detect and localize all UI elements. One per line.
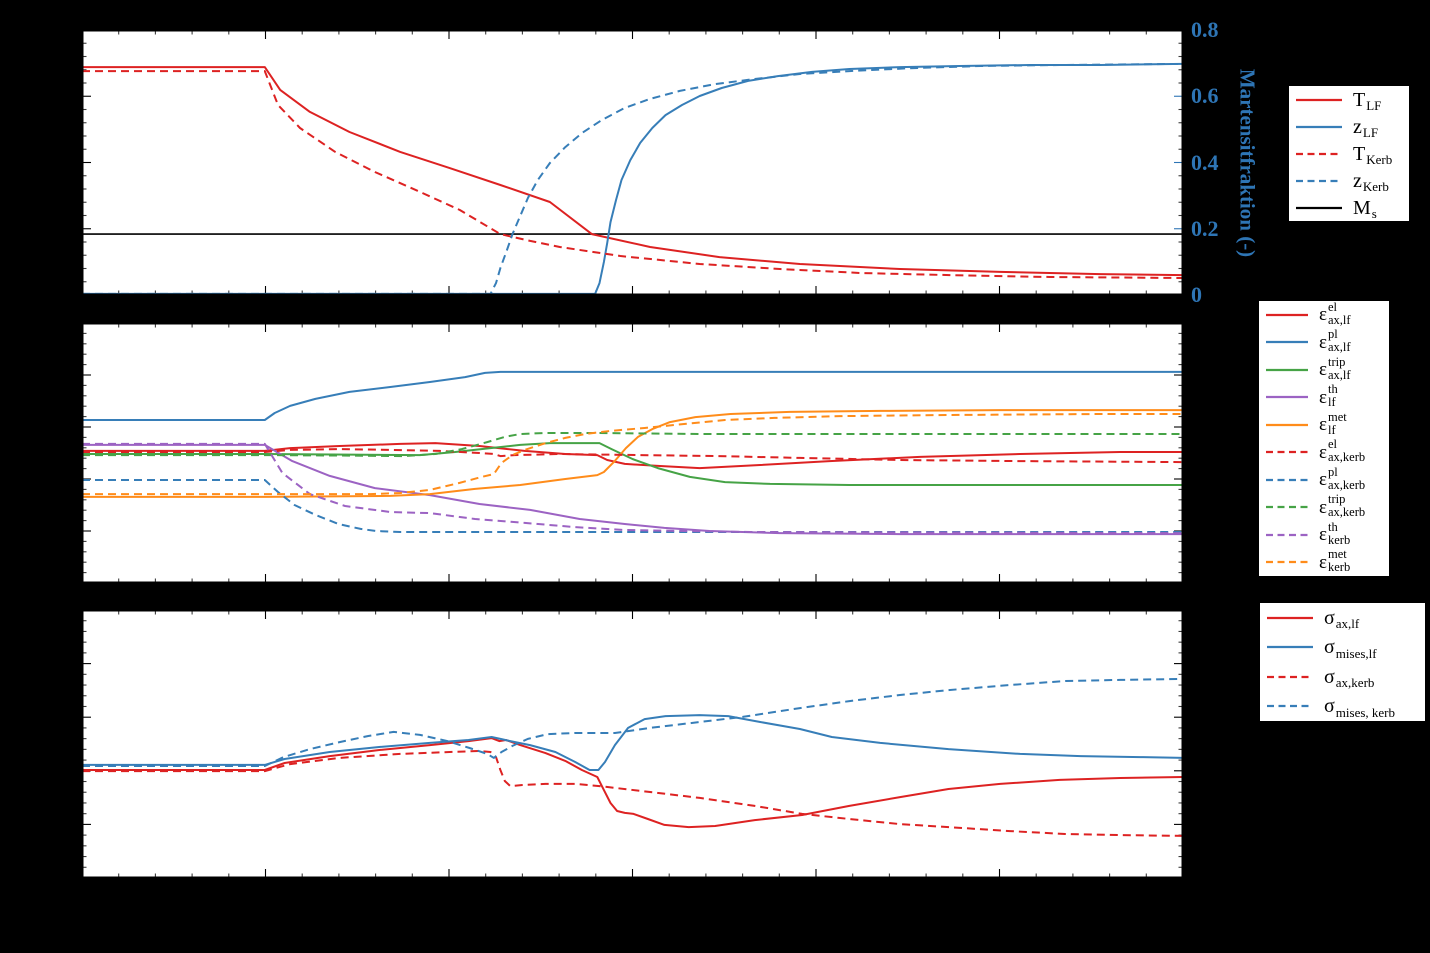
- series-eps_trip_ax_lf: [82, 442, 1183, 486]
- legend-entry-legend-1-1: z LF: [1289, 115, 1409, 140]
- legend-entry-legend-2-6: ε pl ax,kerb: [1259, 464, 1389, 493]
- series-z_LF: [82, 62, 1183, 295]
- legend-label: T LF: [1353, 88, 1382, 113]
- dashed-line-sample: [1267, 675, 1313, 678]
- dashed-line-sample: [1296, 152, 1342, 155]
- legend-label: ε met lf: [1319, 409, 1347, 437]
- series-eps_met_kerb: [82, 413, 1183, 496]
- solid-line-sample: [1266, 423, 1308, 426]
- legend-entry-legend-2-1: ε pl ax,lf: [1259, 327, 1389, 355]
- series-sigma_mises_lf: [82, 714, 1183, 771]
- right-axis-tick-label: 0.2: [1191, 215, 1219, 241]
- legend-label: ε trip ax,lf: [1319, 354, 1351, 382]
- plot-background: [82, 323, 1183, 583]
- solid-line-sample: [1296, 98, 1342, 101]
- solid-line-sample: [1266, 341, 1308, 344]
- dashed-line-sample: [1266, 561, 1308, 564]
- legend-entry-legend-2-2: ε trip ax,lf: [1259, 354, 1389, 383]
- panel-3-plot: [82, 610, 1183, 878]
- legend-strains: ε el ax,lf ε pl ax,lf ε trip ax,lf ε th lf ε met lf ε el…: [1258, 300, 1390, 577]
- legend-entry-legend-2-0: ε el ax,lf: [1259, 299, 1389, 328]
- legend-entry-legend-3-0: σ ax,lf: [1260, 606, 1425, 632]
- legend-entry-legend-2-8: ε th kerb: [1259, 519, 1389, 548]
- solid-line-sample: [1267, 616, 1313, 619]
- legend-label: σ mises,lf: [1324, 636, 1377, 661]
- right-axis-tick-label: 0.4: [1191, 149, 1219, 175]
- plot-background: [82, 610, 1183, 878]
- legend-entry-legend-1-0: T LF: [1289, 88, 1409, 113]
- legend-entry-legend-2-7: ε trip ax,kerb: [1259, 492, 1389, 520]
- panel-1-plot: [82, 30, 1183, 295]
- dashed-line-sample: [1266, 451, 1308, 454]
- dashed-line-sample: [1266, 533, 1308, 536]
- legend-entry-legend-2-5: ε el ax,kerb: [1259, 437, 1389, 465]
- series-sigma_ax_lf: [82, 737, 1183, 829]
- legend-label: ε th lf: [1319, 382, 1338, 410]
- legend-label: σ mises, kerb: [1324, 695, 1395, 720]
- series-eps_th_kerb: [82, 442, 1183, 535]
- axes-frame: [82, 323, 1183, 583]
- series-T_LF: [82, 66, 1183, 277]
- solid-line-sample: [1266, 313, 1308, 316]
- legend-label: σ ax,kerb: [1324, 665, 1375, 691]
- series-eps_trip_ax_kerb: [82, 432, 1183, 458]
- plot-background: [82, 30, 1183, 295]
- legend-entry-legend-2-3: ε th lf: [1259, 382, 1389, 410]
- legend-label: ε pl ax,kerb: [1319, 464, 1366, 492]
- series-sigma_mises_kerb: [82, 677, 1183, 767]
- series-eps_el_ax_lf: [82, 442, 1183, 470]
- legend-label: ε el ax,kerb: [1319, 437, 1366, 465]
- solid-line-sample: [1296, 206, 1342, 209]
- legend-label: ε th kerb: [1319, 519, 1351, 547]
- legend-entry-legend-3-1: σ mises,lf: [1260, 636, 1425, 661]
- legend-label: σ ax,lf: [1324, 606, 1360, 632]
- dashed-line-sample: [1267, 705, 1313, 708]
- solid-line-sample: [1266, 396, 1308, 399]
- series-eps_el_ax_kerb: [82, 448, 1183, 464]
- right-axis-tick-label: 0.6: [1191, 83, 1219, 109]
- legend-entry-legend-2-4: ε met lf: [1259, 409, 1389, 438]
- legend-label: ε el ax,lf: [1319, 299, 1351, 327]
- legend-label: ε pl ax,lf: [1319, 327, 1351, 355]
- dashed-line-sample: [1296, 179, 1342, 182]
- series-sigma_ax_kerb: [82, 750, 1183, 837]
- legend-entry-legend-3-3: σ mises, kerb: [1260, 695, 1425, 720]
- legend-label: T Kerb: [1353, 142, 1393, 167]
- solid-line-sample: [1266, 368, 1308, 371]
- legend-entry-legend-1-2: T Kerb: [1289, 142, 1409, 167]
- legend-stresses: σ ax,lf σ mises,lf σ ax,kerb σ mises, kerb: [1259, 602, 1426, 722]
- legend-label: ε trip ax,kerb: [1319, 492, 1366, 520]
- series-eps_pl_ax_kerb: [82, 479, 1183, 533]
- right-axis-title: Martensitfraktion (-): [1235, 68, 1260, 258]
- legend-entry-legend-2-9: ε met kerb: [1259, 547, 1389, 575]
- right-axis-tick-label: 0.8: [1191, 17, 1219, 42]
- legend-label: z LF: [1353, 115, 1379, 140]
- legend-label: z Kerb: [1353, 169, 1389, 194]
- right-axis-tick-label: 0: [1191, 282, 1202, 307]
- solid-line-sample: [1267, 646, 1313, 649]
- legend-label: ε met kerb: [1319, 547, 1351, 575]
- series-z_Kerb: [82, 62, 1183, 295]
- solid-line-sample: [1296, 125, 1342, 128]
- series-eps_th_lf: [82, 443, 1183, 536]
- legend-entry-legend-3-2: σ ax,kerb: [1260, 665, 1425, 691]
- series-eps_pl_ax_lf: [82, 370, 1183, 421]
- panel-2-plot: [82, 323, 1183, 583]
- dashed-line-sample: [1266, 478, 1308, 481]
- axes-frame: [82, 610, 1183, 878]
- dashed-line-sample: [1266, 506, 1308, 509]
- legend-entry-legend-1-3: z Kerb: [1289, 169, 1409, 194]
- axes-frame: [82, 30, 1183, 295]
